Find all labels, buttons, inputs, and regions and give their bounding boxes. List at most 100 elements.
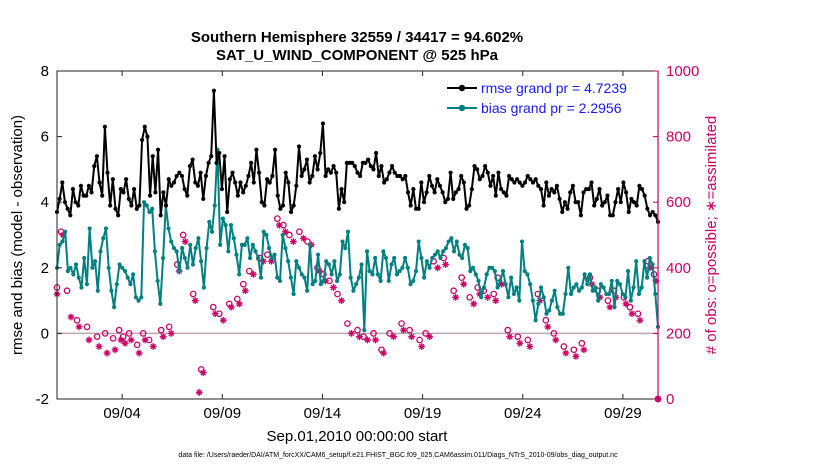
assimilated-obs-marker [434,264,442,272]
possible-obs-marker [560,343,568,350]
bias-series-point [462,242,468,247]
bias-series-point [120,265,125,270]
possible-obs-marker [542,316,550,324]
possible-obs-marker [344,320,351,327]
bias-series-point [645,275,650,280]
rmse-series-point [73,200,78,205]
rmse-series-point [405,190,411,195]
bias-series-point [612,305,617,310]
bias-series-point [359,262,364,267]
rmse-series-point [586,186,591,192]
assimilated-obs-marker [636,316,644,324]
rmse-series-point [174,173,179,179]
rmse-series-point [453,190,458,195]
assimilated-obs-marker [348,330,355,337]
rmse-series-point [243,183,248,188]
rmse-series-point [562,200,568,205]
bias-series-point [606,291,612,297]
possible-obs-marker [189,290,197,298]
bias-series-point [212,203,217,208]
bias-series-point [234,252,239,257]
bias-series-point [623,295,628,300]
rmse-series-point [469,186,474,192]
rmse-series-point [427,173,432,179]
possible-obs-marker [165,323,173,331]
rmse-series-point [280,203,286,208]
possible-obs-marker [450,287,458,295]
bias-series-point [498,278,503,284]
rmse-series-point [429,183,435,188]
bias-series-point [411,278,416,284]
assimilated-obs-marker [191,297,199,304]
bias-series-point [141,200,147,205]
bias-series-point [460,255,465,261]
bias-series-point [609,278,614,284]
bias-series-point [579,285,584,290]
bias-series-point [596,298,601,303]
rmse-series-point [259,200,264,205]
rmse-series-point [68,213,73,218]
assimilated-obs-marker [127,336,135,344]
bias-series-point [566,265,571,270]
rmse-series-point [578,213,583,218]
assimilated-obs-marker [300,234,307,242]
plot-area [53,70,662,403]
bias-series-point [381,249,386,254]
bias-series-point [101,236,106,241]
bias-series-point [122,268,128,274]
assimilated-obs-marker [426,333,434,341]
rmse-series-point [475,167,480,172]
bias-series-point [470,265,476,270]
rmse-series-point [251,180,256,185]
bias-series-point [288,275,293,280]
assimilated-obs-marker [596,293,604,301]
bias-series-point [422,275,427,280]
possible-obs-marker [245,267,253,275]
rmse-series-point [195,183,201,188]
bias-series-point [590,288,595,293]
assimilated-obs-marker [267,257,275,265]
rmse-series-point [328,170,334,175]
rmse-series-point [432,190,437,195]
possible-obs-marker [458,274,466,281]
x-tick-label: 09/04 [103,405,141,422]
rmse-series-point [626,209,631,215]
rmse-series-point [477,177,482,182]
rmse-series-point [366,157,371,162]
bias-series-point [76,275,81,280]
bias-series-point [335,278,340,284]
bias-series-point [98,249,103,254]
legend: rmse grand pr = 4.7239 bias grand pr = 2… [442,78,650,118]
rmse-series-point [480,173,485,179]
assimilated-obs-marker [470,300,478,308]
bias-series-point [490,265,495,270]
rmse-series-point [214,160,219,165]
possible-obs-marker [514,333,522,341]
rmse-series-point [461,180,466,185]
x-tick-label: 09/19 [404,405,442,422]
rmse-series-point [315,167,320,172]
bias-series-point [92,259,98,264]
rmse-series-point [400,177,405,182]
rmse-series-point [629,196,634,202]
rmse-series-point [544,180,549,185]
bias-series-point [324,259,329,264]
rmse-series-point [110,177,115,182]
rmse-series-point [134,206,139,211]
bias-series-point [367,268,372,274]
assimilated-obs-marker [526,343,534,350]
possible-obs-marker [133,341,141,349]
rmse-series-point [190,157,195,162]
bias-series-point [201,285,206,290]
rmse-series-point [506,173,512,179]
y-left-tick-label: 4 [41,194,49,211]
bias-series-point [364,249,370,254]
x-axis-label: Sep.01,2010 00:00:00 start [267,428,449,445]
bias-series-point [190,262,196,267]
possible-obs-marker [179,231,187,239]
assimilated-obs-marker [211,310,219,318]
rmse-series-point [211,88,216,93]
rmse-series-point [443,200,448,205]
rmse-series-point [320,121,326,126]
possible-obs-marker [101,330,109,337]
